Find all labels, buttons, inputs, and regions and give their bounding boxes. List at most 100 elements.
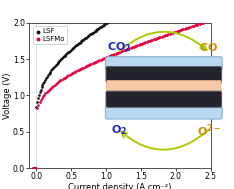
LSF: [87, 34, 90, 37]
LSF: [115, 15, 119, 18]
LSFMo: [71, 71, 75, 74]
Y-axis label: Voltage (V): Voltage (V): [3, 72, 11, 119]
LSFMo: [133, 45, 137, 48]
LSFMo: [157, 36, 161, 39]
LSF: [60, 57, 64, 60]
LSF: [48, 71, 51, 74]
LSFMo: [62, 77, 66, 80]
LSFMo: [118, 50, 122, 53]
LSF: [89, 32, 93, 35]
LSFMo: [91, 62, 95, 65]
LSF: [47, 73, 51, 76]
LSFMo: [171, 31, 175, 34]
LSFMo: [125, 48, 129, 51]
LSF: [46, 74, 50, 77]
LSF: [111, 17, 115, 20]
LSF: [116, 14, 120, 17]
LSF: [129, 5, 133, 9]
LSFMo: [98, 59, 101, 62]
LSFMo: [109, 54, 113, 57]
LSFMo: [105, 56, 108, 59]
LSFMo: [103, 56, 107, 59]
LSFMo: [195, 23, 199, 26]
LSFMo: [46, 89, 50, 92]
LSFMo: [126, 47, 130, 50]
LSF: [75, 43, 79, 46]
LSF: [110, 18, 114, 21]
LSFMo: [84, 65, 88, 68]
Legend: LSF, LSFMo: LSF, LSFMo: [33, 26, 67, 44]
LSFMo: [178, 29, 182, 32]
LSFMo: [39, 98, 43, 101]
LSF: [84, 36, 88, 39]
LSFMo: [54, 82, 58, 85]
LSFMo: [58, 79, 62, 82]
LSF: [41, 84, 44, 87]
LSFMo: [81, 66, 85, 69]
LSF: [72, 46, 75, 49]
LSFMo: [200, 22, 204, 25]
LSFMo: [149, 39, 153, 42]
LSF: [45, 75, 49, 78]
LSF: [76, 43, 80, 46]
LSFMo: [61, 77, 65, 81]
LSFMo: [182, 28, 185, 31]
LSFMo: [79, 67, 83, 70]
LSF: [127, 7, 131, 10]
LSFMo: [48, 87, 52, 90]
LSFMo: [201, 21, 205, 24]
LSF: [139, 0, 143, 2]
FancyBboxPatch shape: [105, 106, 222, 119]
LSF: [100, 25, 104, 28]
LSF: [95, 29, 98, 32]
LSF: [103, 22, 107, 25]
LSF: [43, 78, 47, 81]
LSF: [57, 60, 61, 63]
LSF: [134, 3, 137, 6]
X-axis label: Current density (A cm⁻²): Current density (A cm⁻²): [68, 183, 172, 189]
LSF: [142, 0, 145, 1]
LSFMo: [145, 40, 149, 43]
LSF: [95, 28, 99, 31]
LSF: [50, 68, 54, 71]
LSFMo: [92, 61, 95, 64]
LSF: [68, 49, 72, 52]
LSFMo: [73, 70, 77, 73]
LSFMo: [75, 70, 78, 73]
LSFMo: [33, 167, 37, 170]
LSF: [58, 59, 62, 62]
LSFMo: [184, 27, 188, 30]
LSFMo: [199, 22, 203, 25]
Text: $\mathbf{O^{2-}}$: $\mathbf{O^{2-}}$: [197, 123, 221, 139]
LSF: [41, 82, 45, 85]
LSF: [82, 38, 86, 41]
LSFMo: [186, 26, 190, 29]
LSFMo: [114, 52, 117, 55]
LSFMo: [113, 53, 116, 56]
LSF: [65, 52, 69, 55]
LSF: [93, 30, 97, 33]
LSF: [61, 56, 65, 59]
LSFMo: [36, 106, 39, 109]
LSF: [94, 29, 97, 32]
LSFMo: [198, 22, 201, 25]
LSFMo: [86, 64, 90, 67]
LSFMo: [63, 76, 67, 79]
LSFMo: [100, 58, 104, 61]
LSFMo: [163, 34, 167, 37]
LSFMo: [150, 38, 154, 41]
LSF: [122, 10, 126, 13]
LSF: [126, 8, 129, 11]
LSFMo: [117, 51, 121, 54]
LSF: [56, 61, 59, 64]
LSFMo: [96, 59, 100, 62]
LSF: [73, 45, 77, 48]
LSFMo: [77, 68, 81, 71]
LSF: [36, 97, 40, 100]
LSF: [112, 16, 116, 19]
LSFMo: [121, 49, 124, 52]
LSF: [125, 8, 128, 11]
LSFMo: [119, 50, 123, 53]
LSF: [104, 22, 108, 25]
LSF: [80, 40, 83, 43]
